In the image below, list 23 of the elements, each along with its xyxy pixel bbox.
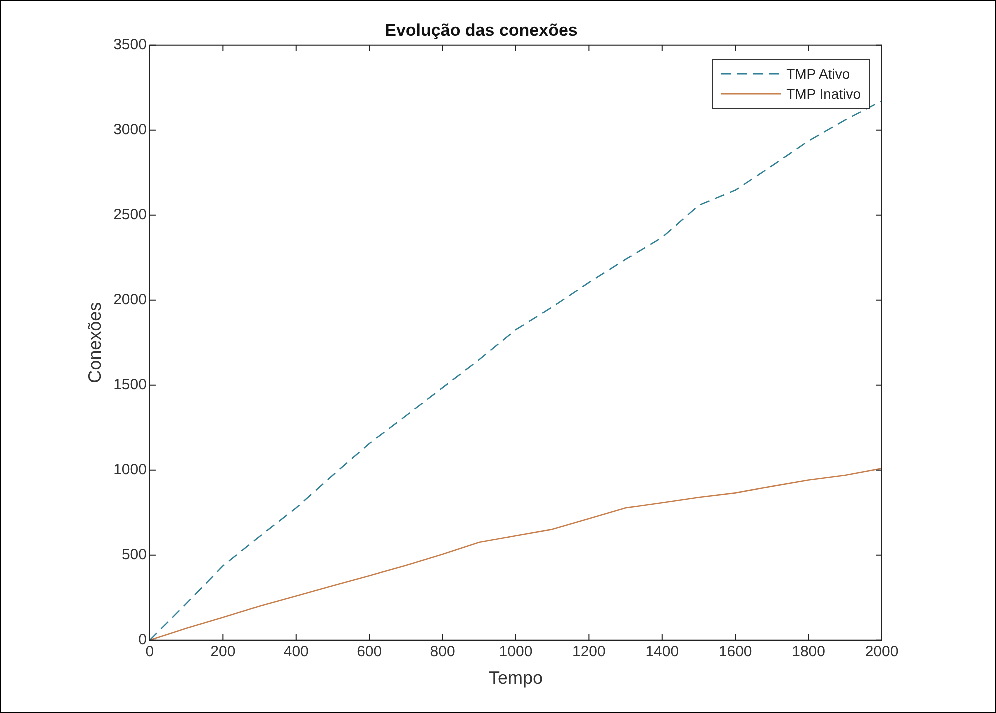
y-tick-label: 500 <box>122 546 147 564</box>
y-tick-label: 3500 <box>114 36 147 54</box>
x-tick-label: 800 <box>430 644 456 661</box>
x-tick-label: 1800 <box>792 644 826 661</box>
x-tick-label: 600 <box>357 644 382 661</box>
x-tick-label: 400 <box>284 644 309 661</box>
x-tick-label: 1600 <box>718 644 752 661</box>
x-tick-label: 1000 <box>499 644 533 661</box>
y-tick-label: 0 <box>138 632 147 649</box>
y-tick-label: 3000 <box>114 122 147 139</box>
legend-label: TMP Inativo <box>786 85 861 104</box>
y-axis-title: Conexões <box>84 302 105 384</box>
legend-label: TMP Ativo <box>786 65 850 84</box>
y-tick-label: 2000 <box>114 292 147 309</box>
x-tick-label: 1200 <box>572 644 606 661</box>
chart-title: Evolução das conexões <box>385 20 578 40</box>
x-tick-label: 1400 <box>646 644 680 661</box>
y-tick-label: 1000 <box>114 462 147 479</box>
x-tick-label: 200 <box>210 644 236 661</box>
x-tick-label: 2000 <box>865 644 899 661</box>
x-axis-title: Tempo <box>488 668 543 688</box>
y-tick-label: 2500 <box>114 206 147 224</box>
y-tick-label: 1500 <box>114 376 147 394</box>
